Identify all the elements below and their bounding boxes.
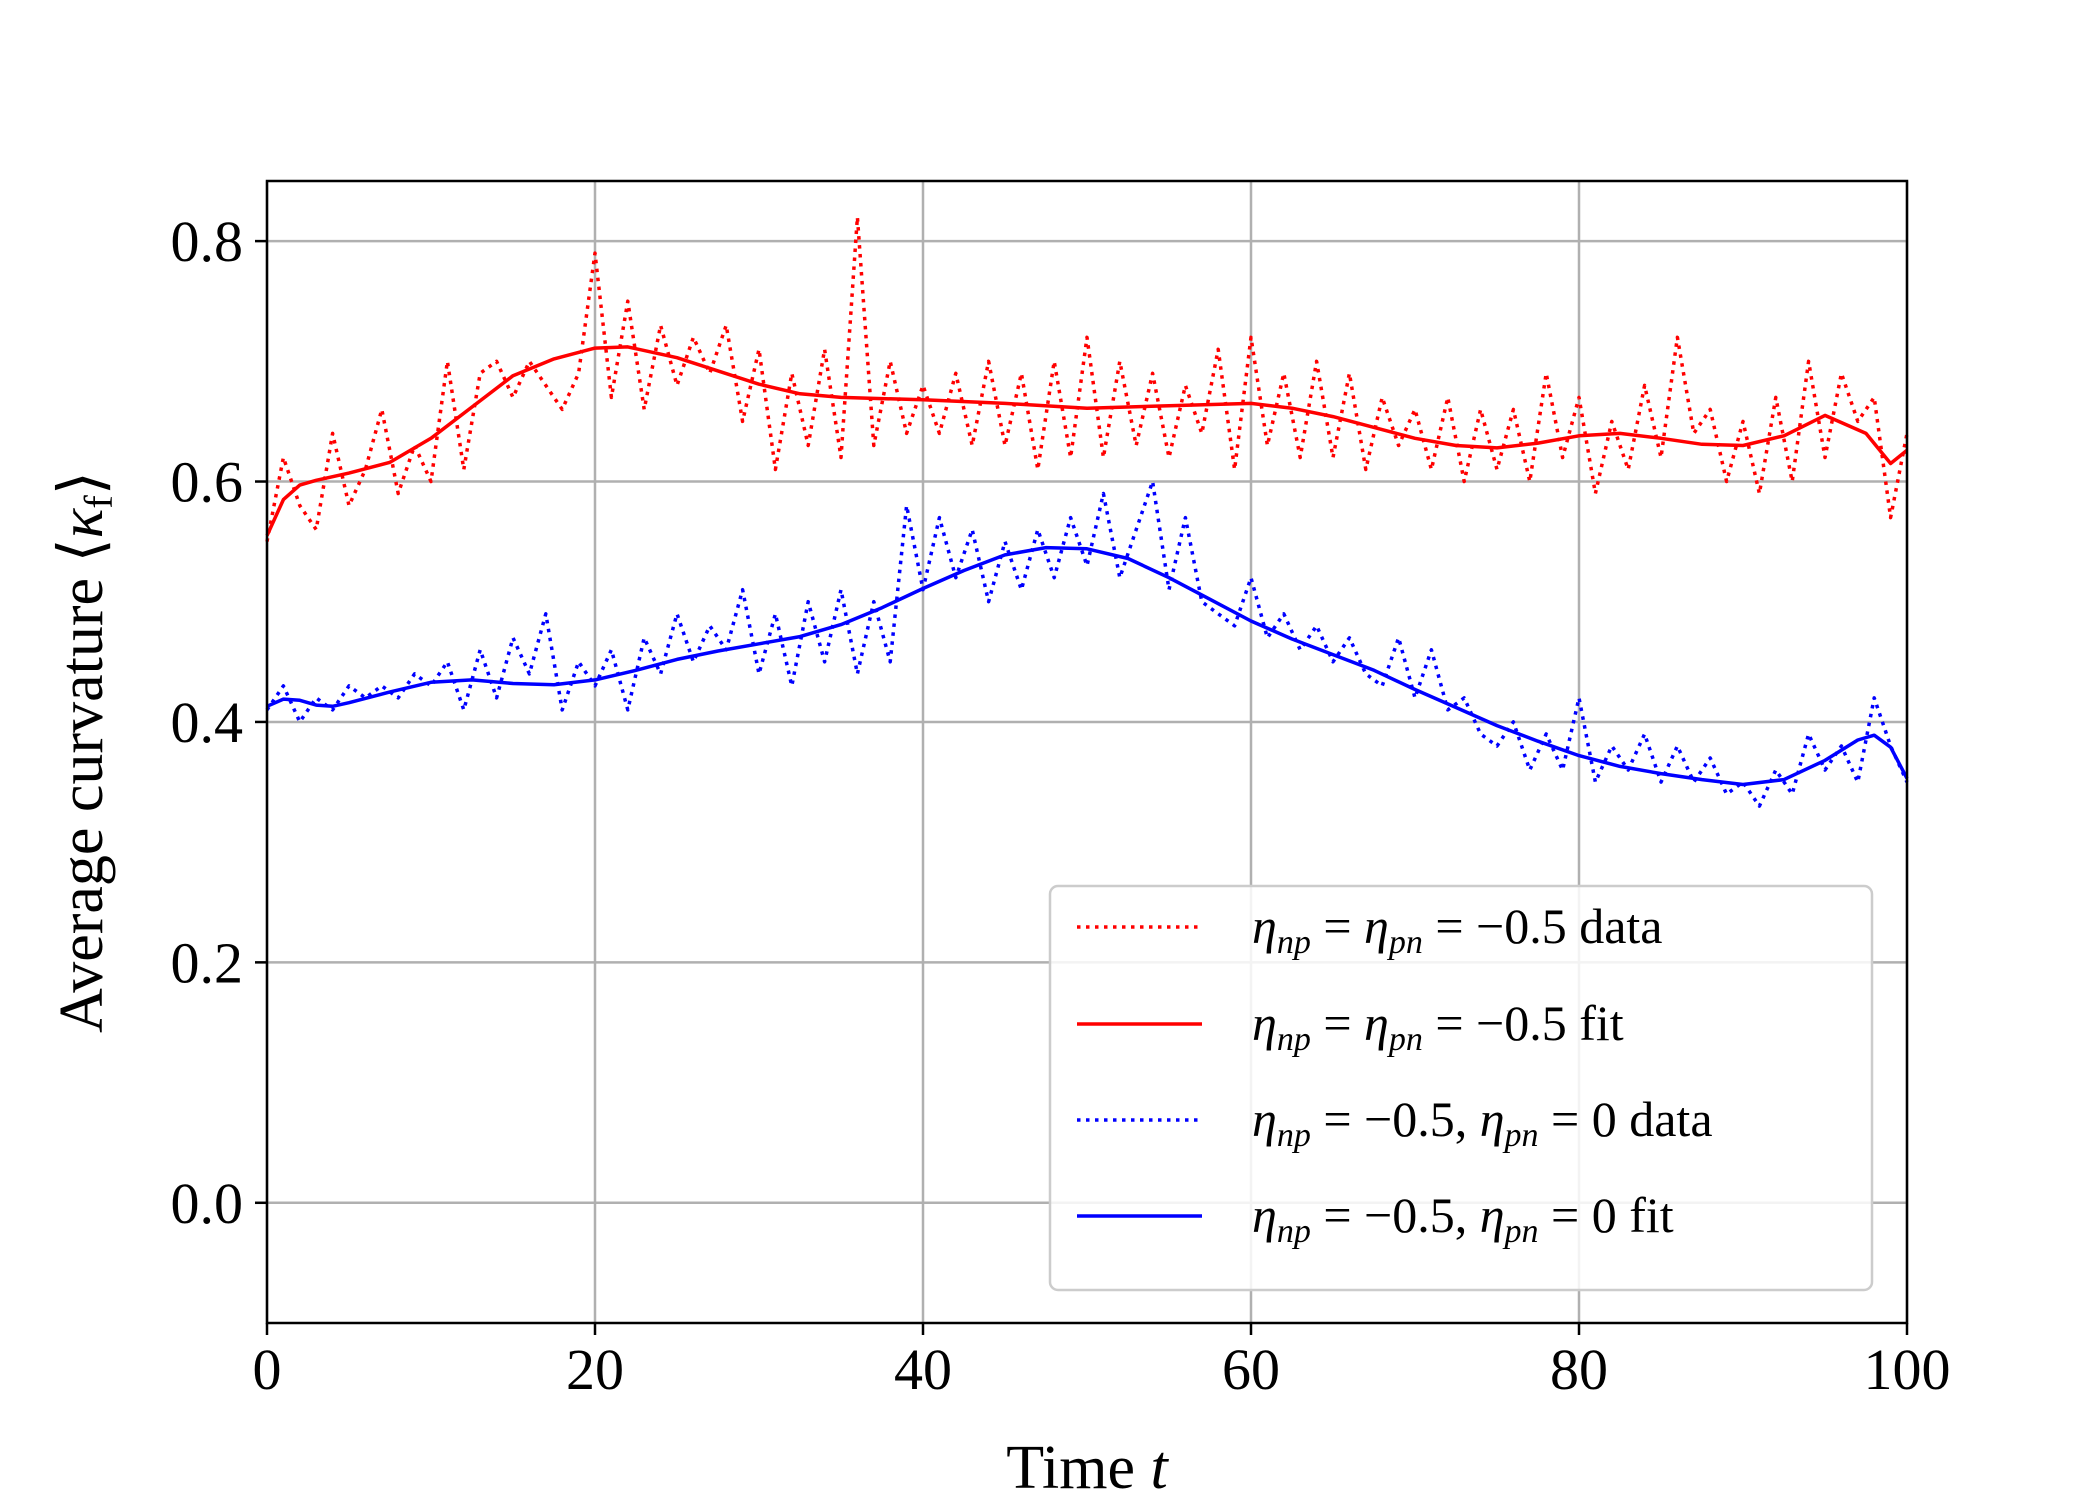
x-tick-label: 100 <box>1864 1337 1951 1402</box>
red-data-series <box>265 215 1909 542</box>
legend-label: ηnp = ηpn = −0.5 data <box>1252 898 1663 961</box>
legend-label: ηnp = ηpn = −0.5 fit <box>1252 995 1624 1058</box>
x-tick-label: 80 <box>1550 1337 1608 1402</box>
axis-ticks: 0 20 40 60 80 100 0.0 0.2 0.4 0.6 0.8 <box>171 209 1951 1402</box>
grid-lines <box>265 181 1909 1323</box>
y-tick-label: 0.0 <box>171 1171 244 1236</box>
plot-frame <box>265 179 1909 1325</box>
blue-fit-series <box>266 545 1909 787</box>
x-axis-label: Time t <box>1006 1434 1169 1500</box>
y-tick-label: 0.2 <box>171 930 244 995</box>
x-tick-label: 0 <box>253 1337 282 1402</box>
red-fit-series <box>265 345 1909 537</box>
legend-box <box>1048 884 1874 1292</box>
blue-data-series <box>265 479 1909 808</box>
x-tick-label: 60 <box>1222 1337 1280 1402</box>
y-tick-label: 0.8 <box>171 209 244 274</box>
y-tick-label: 0.4 <box>171 690 244 755</box>
y-axis-label: Average curvature ⟨κf⟩ <box>48 471 121 1033</box>
legend: ηnp = ηpn = −0.5 data ηnp = ηpn = −0.5 fi… <box>1048 884 1874 1292</box>
legend-label: ηnp = −0.5, ηpn = 0 fit <box>1252 1187 1674 1250</box>
legend-label: ηnp = −0.5, ηpn = 0 data <box>1252 1091 1713 1154</box>
x-tick-label: 40 <box>894 1337 952 1402</box>
x-tick-label: 20 <box>566 1337 624 1402</box>
y-tick-label: 0.6 <box>171 450 244 515</box>
series-layer <box>265 215 1909 808</box>
